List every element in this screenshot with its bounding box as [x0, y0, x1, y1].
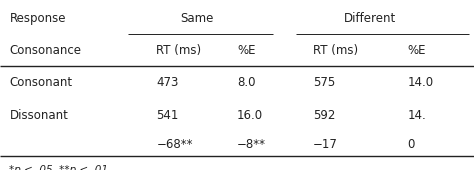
Text: %E: %E [408, 44, 426, 57]
Text: Response: Response [9, 12, 66, 25]
Text: *p < .05, **p < .01: *p < .05, **p < .01 [9, 165, 109, 170]
Text: Different: Different [344, 12, 396, 25]
Text: 592: 592 [313, 109, 335, 122]
Text: %E: %E [237, 44, 255, 57]
Text: −8**: −8** [237, 138, 266, 151]
Text: 8.0: 8.0 [237, 76, 255, 89]
Text: Consonance: Consonance [9, 44, 82, 57]
Text: RT (ms): RT (ms) [313, 44, 358, 57]
Text: Dissonant: Dissonant [9, 109, 68, 122]
Text: −17: −17 [313, 138, 337, 151]
Text: 14.0: 14.0 [408, 76, 434, 89]
Text: 0: 0 [408, 138, 415, 151]
Text: 541: 541 [156, 109, 179, 122]
Text: Same: Same [180, 12, 213, 25]
Text: 575: 575 [313, 76, 335, 89]
Text: 14.: 14. [408, 109, 427, 122]
Text: −68**: −68** [156, 138, 193, 151]
Text: 473: 473 [156, 76, 179, 89]
Text: Consonant: Consonant [9, 76, 73, 89]
Text: 16.0: 16.0 [237, 109, 263, 122]
Text: RT (ms): RT (ms) [156, 44, 201, 57]
